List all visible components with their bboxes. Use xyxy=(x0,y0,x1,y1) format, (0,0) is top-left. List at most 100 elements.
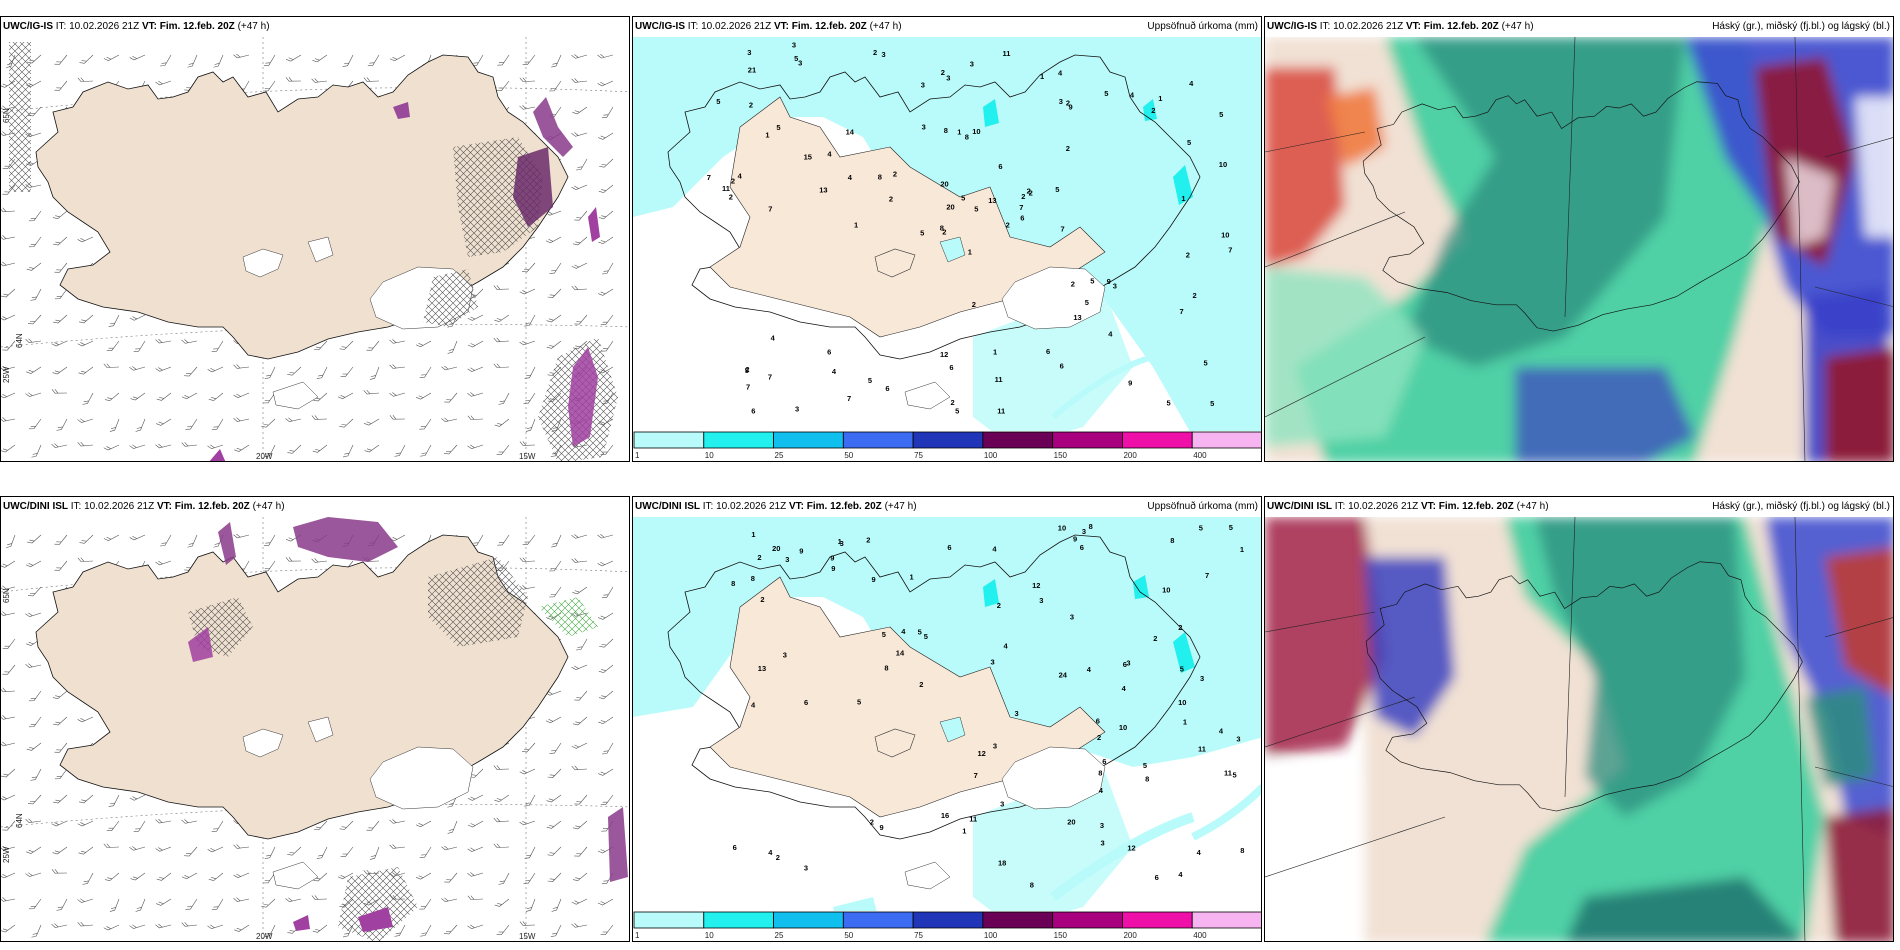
wind-barb xyxy=(77,236,94,243)
precip-value: 3 xyxy=(882,50,886,59)
precip-value: 6 xyxy=(1080,543,1084,552)
precip-value: 12 xyxy=(978,749,986,758)
wind-barb xyxy=(207,366,224,373)
wind-barb xyxy=(339,418,354,428)
wind-barb xyxy=(493,363,510,368)
grid-label-64n: 64N xyxy=(15,333,24,348)
wind-barb xyxy=(129,846,146,851)
wind-barb xyxy=(497,534,510,546)
snow-area xyxy=(293,517,398,562)
wind-barb xyxy=(54,80,68,91)
wind-barb xyxy=(467,846,484,852)
wind-barb xyxy=(519,820,536,826)
precip-value: 3 xyxy=(993,741,997,750)
precip-value: 2 xyxy=(1021,192,1025,201)
precip-value: 8 xyxy=(731,579,735,588)
wind-barb xyxy=(211,418,224,431)
precip-value: 2 xyxy=(1153,634,1157,643)
wind-barb xyxy=(571,923,588,928)
wind-barb xyxy=(493,337,510,343)
precip-value: 7 xyxy=(1019,203,1023,212)
precip-value: 2 xyxy=(757,553,761,562)
wind-barb xyxy=(181,819,198,824)
wind-barb xyxy=(27,534,42,544)
precip-value: 9 xyxy=(1069,102,1073,111)
wind-barb xyxy=(443,924,458,935)
wind-barb xyxy=(523,872,536,884)
wind-barb xyxy=(285,417,302,423)
wind-barb xyxy=(52,846,68,855)
wind-barb xyxy=(82,872,94,885)
wind-barb xyxy=(467,924,484,930)
wind-barb xyxy=(1,611,16,616)
wind-barb xyxy=(181,392,198,400)
wind-barb xyxy=(211,340,224,352)
wind-barb xyxy=(78,846,94,855)
precip-value: 1 xyxy=(1181,194,1185,203)
wind-barb xyxy=(602,742,614,755)
wind-barb xyxy=(549,586,562,598)
precip-value: 7 xyxy=(974,771,978,780)
wind-barb xyxy=(522,534,536,545)
wind-barb xyxy=(1,741,16,747)
precip-value: 14 xyxy=(896,649,905,658)
map-panel-dini-clouds: UWC/DINI ISL IT: 10.02.2026 21Z VT: Fim.… xyxy=(1264,496,1894,942)
wind-barb xyxy=(389,54,406,62)
wind-barb xyxy=(546,314,562,323)
wind-barb xyxy=(496,924,510,935)
wind-barb xyxy=(493,285,510,290)
wind-barb xyxy=(207,444,224,450)
wind-barb xyxy=(25,663,42,668)
wind-barb xyxy=(185,418,198,430)
wind-barb xyxy=(263,54,276,67)
wind-barb xyxy=(207,846,224,853)
wind-barb xyxy=(287,846,302,856)
precip-value: 7 xyxy=(847,394,851,403)
colorbar-tick-label: 10 xyxy=(705,451,714,460)
wind-barb xyxy=(30,288,42,301)
precip-value: 11 xyxy=(997,406,1005,415)
valid-time-label: VT: xyxy=(1420,501,1436,512)
wind-barb xyxy=(546,340,562,349)
wind-barb xyxy=(233,897,250,902)
wind-barb xyxy=(519,585,536,590)
wind-barb xyxy=(213,54,224,68)
wind-barb xyxy=(1,715,16,720)
wind-barb xyxy=(389,819,406,824)
precip-value: 20 xyxy=(772,544,780,553)
wind-barb xyxy=(26,846,42,854)
precip-value: 3 xyxy=(1100,821,1104,830)
precip-value: 5 xyxy=(745,366,749,375)
wind-barb xyxy=(28,716,42,728)
precip-value: 3 xyxy=(946,73,950,82)
wind-barb xyxy=(340,846,354,857)
init-time: IT: 10.02.2026 21Z xyxy=(702,501,787,512)
wind-barb xyxy=(572,106,588,115)
wind-barb xyxy=(103,534,120,541)
wind-barb xyxy=(1,768,16,778)
wind-barb xyxy=(1,872,16,879)
precip-value: 21 xyxy=(748,65,756,74)
model-name: UWC/IG-IS xyxy=(3,21,53,32)
precip-value: 6 xyxy=(1096,717,1100,726)
wind-barb xyxy=(498,872,510,885)
wind-barb xyxy=(1,261,16,267)
precip-value: 6 xyxy=(1020,214,1024,223)
wind-barb xyxy=(574,210,588,221)
wind-barb xyxy=(363,418,380,426)
precip-value: 8 xyxy=(1170,536,1174,545)
wind-barb xyxy=(316,366,328,380)
colorbar-tick-label: 75 xyxy=(914,451,923,460)
precip-value: 6 xyxy=(998,162,1002,171)
wind-barb xyxy=(547,288,562,298)
init-time: IT: 10.02.2026 21Z xyxy=(1334,501,1419,512)
wind-barb xyxy=(467,872,484,877)
wind-barb xyxy=(77,716,94,723)
precip-value: 2 xyxy=(951,398,955,407)
precip-value: 2 xyxy=(972,300,976,309)
iceland-outline xyxy=(1362,81,1800,332)
wind-barb xyxy=(108,794,120,807)
wind-barb xyxy=(208,872,224,881)
precip-value: 6 xyxy=(733,843,737,852)
wind-barb xyxy=(574,846,588,857)
